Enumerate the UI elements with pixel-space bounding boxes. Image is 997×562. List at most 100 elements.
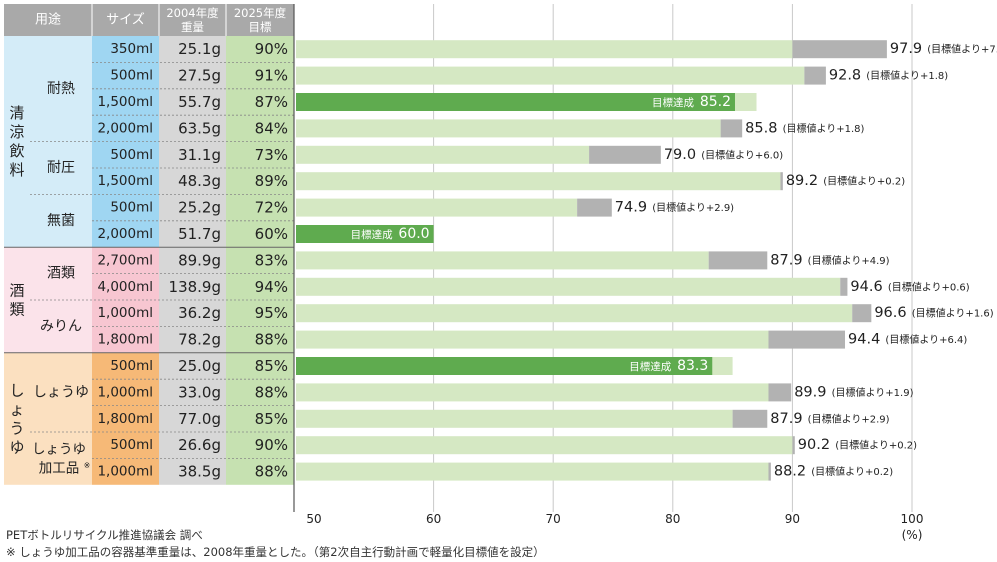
actual-bar	[589, 145, 661, 164]
target-bar	[296, 383, 769, 402]
weight-value: 26.6g	[178, 436, 221, 454]
subgroup-label: 加工品	[39, 460, 80, 476]
group-label: 酒	[9, 282, 24, 300]
weight-value: 33.0g	[178, 383, 221, 401]
target-value: 85%	[255, 410, 288, 428]
target-bar	[296, 304, 853, 323]
target-value: 85%	[255, 357, 288, 375]
diff-label: (目標値より+0.2)	[823, 175, 905, 188]
group-cell	[4, 36, 30, 248]
size-value: 500ml	[110, 358, 153, 374]
weight-value: 27.5g	[178, 67, 221, 85]
group-label: 清	[9, 104, 24, 122]
weight-cell	[159, 352, 226, 485]
group-label: 飲	[9, 142, 24, 160]
diff-label: (目標値より+4.9)	[808, 254, 890, 267]
group-label: う	[9, 419, 24, 437]
diff-label: (目標値より+0.2)	[835, 439, 917, 452]
target-value: 60%	[255, 225, 288, 243]
tick-label: 50	[306, 512, 321, 526]
weight-value: 77.0g	[178, 410, 221, 428]
subgroup-label: しょうゆ	[32, 441, 86, 457]
subgroup-label: 酒類	[47, 266, 75, 282]
size-value: 1,000ml	[97, 464, 153, 480]
target-cell	[226, 352, 294, 485]
size-value: 1,500ml	[97, 94, 153, 110]
subgroup-cell	[30, 247, 92, 353]
tick-label: 100	[901, 512, 924, 526]
diff-label: (目標値より+6.0)	[701, 148, 783, 161]
actual-bar	[792, 40, 887, 59]
data-label: 94.4	[848, 332, 880, 348]
weight-value: 48.3g	[178, 172, 221, 190]
group-label: ゆ	[9, 438, 24, 456]
weight-value: 89.9g	[178, 251, 221, 269]
data-label: 87.9	[770, 252, 802, 268]
subgroup-cell	[30, 36, 92, 248]
target-bar	[296, 330, 769, 349]
header-use: 用途	[35, 12, 61, 28]
achieved-label: 目標達成	[652, 96, 694, 109]
data-label: 88.2	[774, 464, 806, 480]
diff-label: (目標値より+6.4)	[885, 333, 967, 346]
actual-bar	[720, 119, 743, 138]
actual-bar	[852, 304, 872, 323]
actual-bar	[768, 330, 846, 349]
achieved-bar	[296, 357, 713, 375]
data-label: 94.6	[850, 279, 882, 295]
group-label: 涼	[9, 123, 24, 141]
header-target: 目標	[249, 20, 272, 34]
target-bar	[296, 119, 721, 138]
size-value: 2,000ml	[97, 120, 153, 136]
size-value: 1,000ml	[97, 305, 153, 321]
size-value: 500ml	[110, 68, 153, 84]
data-label: 85.2	[700, 94, 731, 110]
data-label: 89.9	[794, 384, 826, 400]
target-bar	[296, 66, 805, 85]
weight-value: 55.7g	[178, 93, 221, 111]
group-label: 類	[9, 301, 24, 319]
header-size: サイズ	[106, 12, 145, 28]
data-label: 97.9	[890, 41, 922, 57]
table-header	[4, 4, 294, 36]
target-bar	[296, 172, 781, 191]
target-bar	[296, 277, 841, 296]
subgroup-cell	[30, 352, 92, 485]
size-value: 2,700ml	[97, 252, 153, 268]
diff-label: (目標値より+1.6)	[912, 307, 994, 320]
target-value: 95%	[255, 304, 288, 322]
achieved-label: 目標達成	[629, 360, 671, 373]
group-cell	[4, 247, 30, 353]
actual-bar	[804, 66, 826, 85]
header-weight: 2004年度	[166, 6, 219, 20]
target-value: 88%	[255, 383, 288, 401]
target-value: 83%	[255, 251, 288, 269]
weight-value: 63.5g	[178, 119, 221, 137]
diff-label: (目標値より+2.9)	[652, 201, 734, 214]
size-value: 500ml	[110, 147, 153, 163]
weight-value: 138.9g	[169, 278, 221, 296]
target-bar	[296, 40, 793, 59]
size-value: 1,500ml	[97, 173, 153, 189]
diff-label: (目標値より+1.9)	[832, 386, 914, 399]
size-value: 1,000ml	[97, 384, 153, 400]
group-label: ょ	[9, 400, 24, 418]
target-bar	[296, 409, 733, 428]
header-weight: 重量	[181, 20, 204, 34]
weight-value: 36.2g	[178, 304, 221, 322]
size-value: 500ml	[110, 200, 153, 216]
tick-label: 80	[665, 512, 680, 526]
data-label: 87.9	[770, 411, 802, 427]
header-target: 2025年度	[234, 6, 287, 20]
target-value: 84%	[255, 119, 288, 137]
actual-bar	[840, 277, 848, 296]
target-bar	[296, 251, 709, 270]
footnote: ※ しょうゆ加工品の容器基準重量は、2008年重量とした。（第2次自主行動計画で…	[6, 545, 545, 559]
actual-bar	[792, 436, 795, 455]
target-value: 94%	[255, 278, 288, 296]
diff-label: (目標値より+7.9)	[927, 43, 997, 56]
diff-label: (目標値より+2.9)	[808, 412, 890, 425]
axis-unit: (%)	[902, 528, 923, 542]
size-value: 1,800ml	[97, 411, 153, 427]
